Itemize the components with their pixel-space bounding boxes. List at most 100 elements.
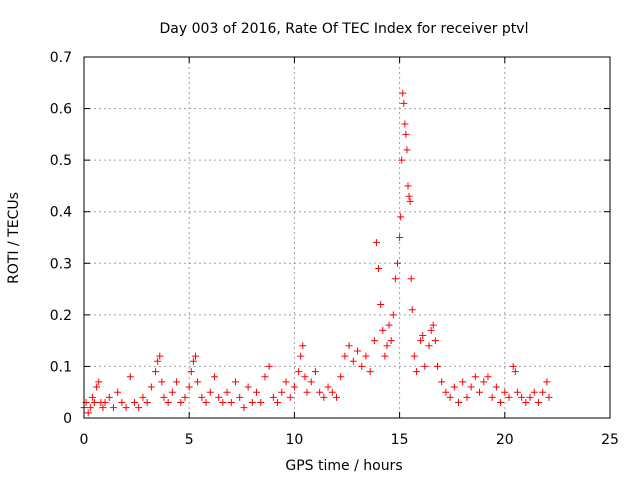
data-point [372,239,380,247]
data-point [401,120,409,128]
data-point [152,368,160,376]
data-point [492,383,500,391]
data-point [539,388,547,396]
data-point [433,362,441,370]
x-axis-ticks: 0 5 10 15 20 25 [80,57,619,448]
data-point [101,399,109,407]
data-point [187,368,195,376]
data-point [118,399,126,407]
y-tick-label: 0.7 [50,50,72,66]
data-point [147,383,155,391]
data-point [185,383,193,391]
data-point [164,399,172,407]
data-point [526,393,534,401]
data-point [278,388,286,396]
data-point [240,404,248,412]
data-point [419,331,427,339]
data-point [397,213,405,221]
data-point [223,388,231,396]
data-point [522,399,530,407]
data-point [513,388,521,396]
data-point [168,388,176,396]
data-point [425,342,433,350]
data-point [173,378,181,386]
data-point [253,388,261,396]
data-point [248,399,256,407]
data-point [324,383,332,391]
data-point [405,192,413,200]
data-point [99,404,107,412]
data-point [488,393,496,401]
data-point [290,383,298,391]
data-point [402,130,410,138]
data-point [328,388,336,396]
data-point [377,301,385,309]
data-point [286,393,294,401]
y-tick-label: 0.2 [50,308,72,324]
data-point [387,337,395,345]
data-point [410,352,418,360]
data-point [427,326,435,334]
data-point [194,378,202,386]
data-point [139,393,147,401]
data-point [114,388,122,396]
data-point [484,373,492,381]
data-point [88,393,96,401]
x-tick-label: 15 [391,432,409,448]
data-point [396,234,404,241]
data-point [375,264,383,272]
data-point [307,378,315,386]
data-point [370,337,378,345]
data-point [398,156,406,164]
data-point [93,383,101,391]
data-point [86,404,94,412]
data-point [543,378,551,386]
data-point [545,393,553,401]
data-point [450,383,458,391]
data-point [391,275,399,283]
data-point [404,182,412,190]
data-point [130,399,138,407]
data-point [95,378,103,386]
data-point [320,393,328,401]
data-point [189,357,197,365]
data-point [467,383,475,391]
data-point [442,388,450,396]
data-point [135,404,143,412]
grid-lines [84,57,610,418]
data-point [210,373,218,381]
data-point [109,404,117,412]
data-point [417,337,425,345]
plot-frame [83,56,611,419]
data-point [160,393,168,401]
data-point [206,388,214,396]
data-point [446,393,454,401]
data-point [400,99,408,107]
data-point [265,362,273,370]
data-point [143,399,151,407]
data-point [177,399,185,407]
data-point [301,373,309,381]
data-point [181,393,189,401]
data-point [455,399,463,407]
data-point [379,326,387,334]
data-point [282,378,290,386]
data-point [412,368,420,376]
data-point [158,378,166,386]
data-point [383,342,391,350]
chart-title: Day 003 of 2016, Rate Of TEC Index for r… [160,21,529,37]
data-point [295,368,303,376]
data-point [192,352,200,360]
data-point [84,409,92,417]
data-point [530,388,538,396]
data-point [198,393,206,401]
data-point [358,362,366,370]
data-point [303,388,311,396]
data-point [215,393,223,401]
data-point [257,399,265,407]
data-point [480,378,488,386]
data-point [345,342,353,350]
data-point [231,378,239,386]
data-point [463,393,471,401]
